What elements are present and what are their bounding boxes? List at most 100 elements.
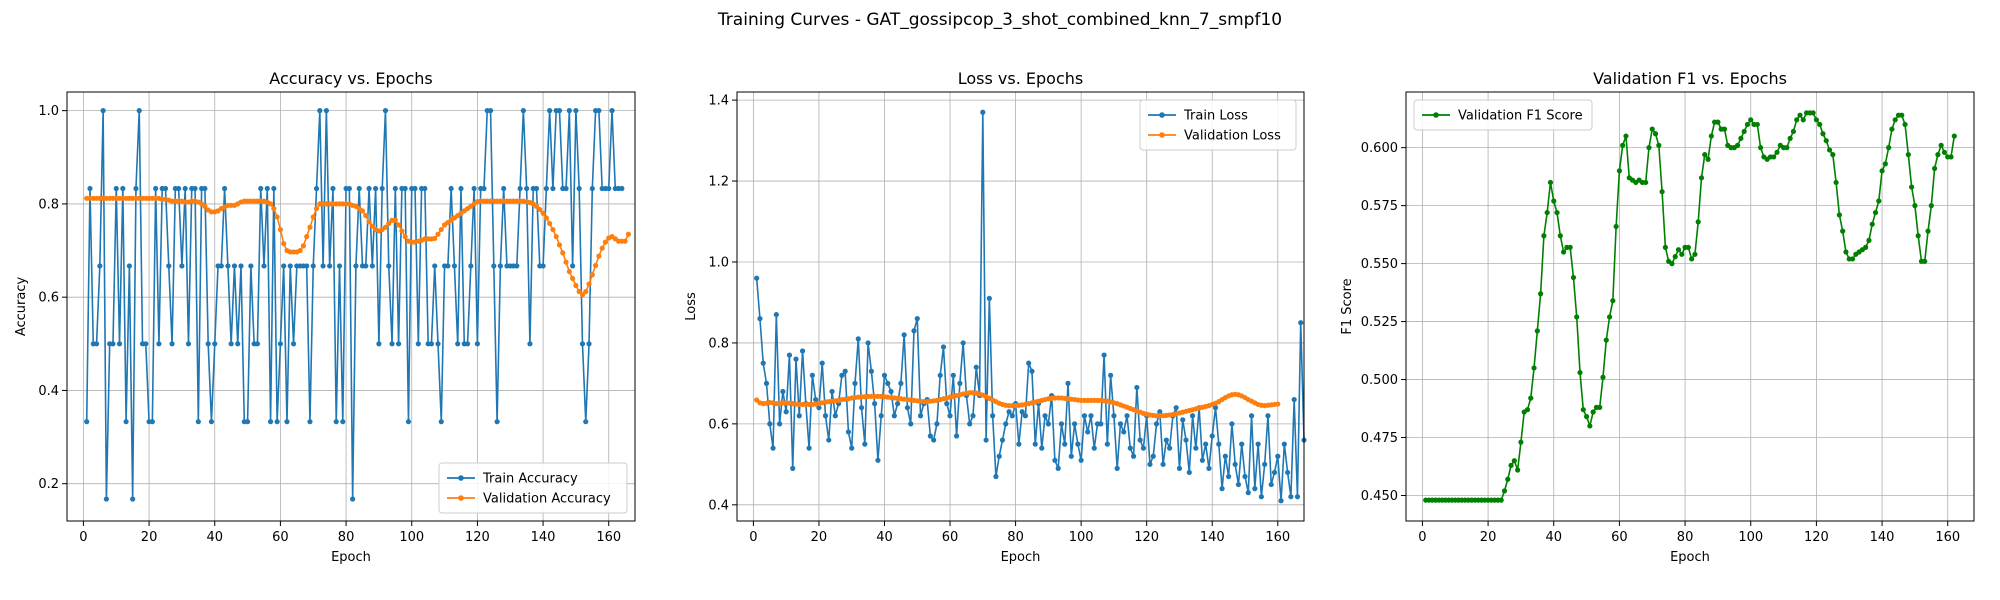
data-point [1899,112,1905,118]
data-point [931,437,937,443]
data-point [914,316,920,322]
data-point [373,185,379,192]
data-point [1219,486,1225,492]
legend-box [1139,99,1297,151]
data-point [1590,409,1596,415]
data-point [790,465,796,471]
data-point [1019,409,1025,415]
data-point [1229,421,1235,427]
data-point [382,108,389,114]
data-point [277,226,284,233]
data-point [366,219,372,225]
data-point [320,263,326,269]
data-point [284,419,290,425]
data-point [1538,291,1544,297]
data-point [1065,380,1071,386]
data-point [445,263,451,269]
data-point [849,445,855,451]
data-point [901,332,907,338]
data-point [1738,135,1744,141]
x-axis-label: Epoch [331,550,371,565]
data-point [1524,407,1531,413]
data-point [1518,439,1524,445]
data-point [773,311,779,318]
data-point [872,401,878,407]
x-tick-label: 140 [1200,530,1225,545]
data-point [1840,228,1846,234]
data-point [1909,184,1915,190]
x-tick-label: 100 [399,530,424,545]
data-point [1784,145,1790,151]
data-point [402,233,408,240]
data-point [1511,458,1517,464]
data-point [399,228,405,234]
data-point [895,401,901,407]
data-point [1137,437,1143,443]
data-point [822,413,829,419]
data-point [550,226,556,233]
data-point [1226,473,1232,480]
data-point [451,263,458,269]
y-axis-label: Loss [684,292,699,321]
data-point [1515,467,1521,473]
data-point [1882,161,1888,167]
data-point [116,341,123,347]
data-point [1570,274,1577,281]
data-point [1551,198,1557,204]
data-point [1708,133,1714,139]
x-tick-label: 120 [1804,530,1829,545]
data-point [182,185,188,192]
data-point [1055,465,1061,471]
data-point [622,238,628,244]
y-axis-label: F1 Score [1340,278,1355,334]
data-point [829,388,835,395]
data-point [218,263,224,269]
data-point [1232,461,1238,467]
data-point [1610,298,1616,304]
data-point [1695,219,1701,225]
x-tick-label: 40 [876,530,893,545]
data-point [799,348,806,354]
data-point [1574,314,1580,320]
data-point [973,364,979,370]
x-tick-label: 160 [596,530,621,545]
data-point [1932,165,1938,172]
legend-swatch-marker [458,495,464,501]
data-point [1294,494,1301,500]
data-point [1689,256,1695,262]
data-point [468,263,474,269]
data-point [438,226,444,233]
data-point [297,247,303,254]
data-point [202,185,208,192]
data-point [396,341,402,347]
data-point [205,341,211,347]
data-point [1271,469,1278,476]
data-point [1672,254,1678,260]
legend: Train Accuracy Validation Accuracy [438,462,628,514]
data-point [1114,465,1120,471]
data-point [560,250,566,256]
data-point [1951,133,1957,139]
data-point [1180,417,1186,423]
data-point [126,263,132,269]
data-point [1735,142,1741,148]
data-point [432,263,438,269]
data-point [300,243,306,249]
data-point [356,185,362,192]
x-tick-label: 20 [141,530,158,545]
data-point [1052,457,1058,463]
data-point [1643,179,1649,186]
data-point [566,268,572,275]
data-point [1111,413,1117,419]
data-point [133,185,139,192]
data-point [1659,189,1665,195]
data-point [464,341,471,347]
x-tick-label: 0 [749,530,757,545]
data-point [1620,142,1626,148]
data-point [501,185,507,192]
data-point [1675,247,1682,253]
data-point [1071,421,1078,427]
data-point [1794,117,1800,123]
data-point [202,203,208,209]
x-tick-label: 0 [1418,530,1426,545]
